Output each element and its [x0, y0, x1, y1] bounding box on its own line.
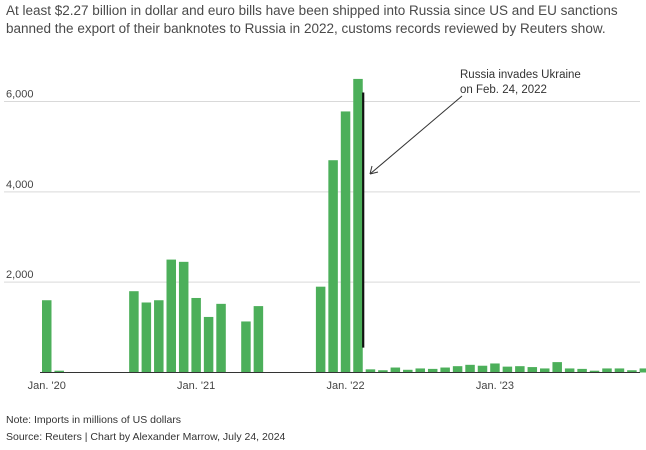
bar: [340, 111, 351, 373]
bar: [191, 297, 201, 373]
bar: [54, 370, 64, 373]
chart-source: Source: Reuters | Chart by Alexander Mar…: [6, 431, 286, 443]
y-axis-labels: 2,000 4,000 6,000: [6, 89, 34, 282]
bar: [527, 367, 538, 373]
bar: [452, 366, 463, 373]
bar: [178, 261, 189, 373]
bar: [353, 78, 363, 373]
bar: [378, 370, 388, 373]
x-tick-label: Jan. '23: [476, 380, 514, 392]
bar: [141, 302, 152, 373]
bar: [166, 259, 176, 373]
invasion-annotation: Russia invades Ukraine on Feb. 24, 2022: [362, 69, 581, 348]
bar: [589, 370, 600, 373]
bar: [390, 367, 401, 373]
bar: [490, 363, 500, 373]
bar: [415, 368, 425, 373]
bar: [427, 368, 438, 373]
bar: [315, 286, 326, 373]
bar: [602, 368, 612, 373]
y-tick-label: 2,000: [6, 269, 34, 281]
bar-chart: 2,000 4,000 6,000 Jan. '20 Jan. '21 Jan. '22…: [4, 69, 646, 392]
bar: [365, 369, 376, 373]
bar: [515, 366, 525, 373]
subtitle-line-2: banned the export of their banknotes to …: [6, 21, 606, 36]
bar: [540, 368, 550, 373]
bar: [465, 364, 475, 373]
bar: [639, 368, 646, 373]
annotation-text-line-1: Russia invades Ukraine: [460, 69, 581, 81]
bar: [564, 368, 575, 373]
bar: [129, 291, 139, 373]
chart-subtitle: At least $2.27 billion in dollar and eur…: [6, 2, 636, 38]
subtitle-line-1: At least $2.27 billion in dollar and eur…: [6, 3, 618, 18]
bar: [253, 306, 264, 373]
y-tick-label: 6,000: [6, 89, 34, 101]
bar: [403, 369, 413, 373]
bar: [328, 160, 338, 373]
bar: [577, 368, 587, 373]
bar: [614, 368, 625, 373]
bar: [627, 370, 637, 373]
annotation-text-line-2: on Feb. 24, 2022: [460, 84, 547, 96]
bar: [440, 367, 450, 373]
annotation-arrowhead: [369, 165, 379, 175]
bar: [552, 362, 562, 373]
gridlines: [4, 101, 640, 283]
bar: [502, 366, 513, 373]
bar: [154, 300, 164, 373]
x-tick-label: Jan. '20: [28, 380, 66, 392]
bar: [216, 303, 226, 373]
annotation-arrow: [369, 95, 463, 175]
bar: [42, 300, 52, 373]
y-tick-label: 4,000: [6, 179, 34, 191]
bar: [241, 321, 251, 373]
bar: [203, 316, 214, 373]
x-tick-label: Jan. '21: [177, 380, 215, 392]
bar: [477, 365, 488, 373]
chart-note: Note: Imports in millions of US dollars: [6, 414, 182, 426]
bars: [42, 78, 646, 373]
x-axis-labels: Jan. '20 Jan. '21 Jan. '22 Jan. '23: [28, 380, 514, 392]
x-tick-label: Jan. '22: [326, 380, 364, 392]
